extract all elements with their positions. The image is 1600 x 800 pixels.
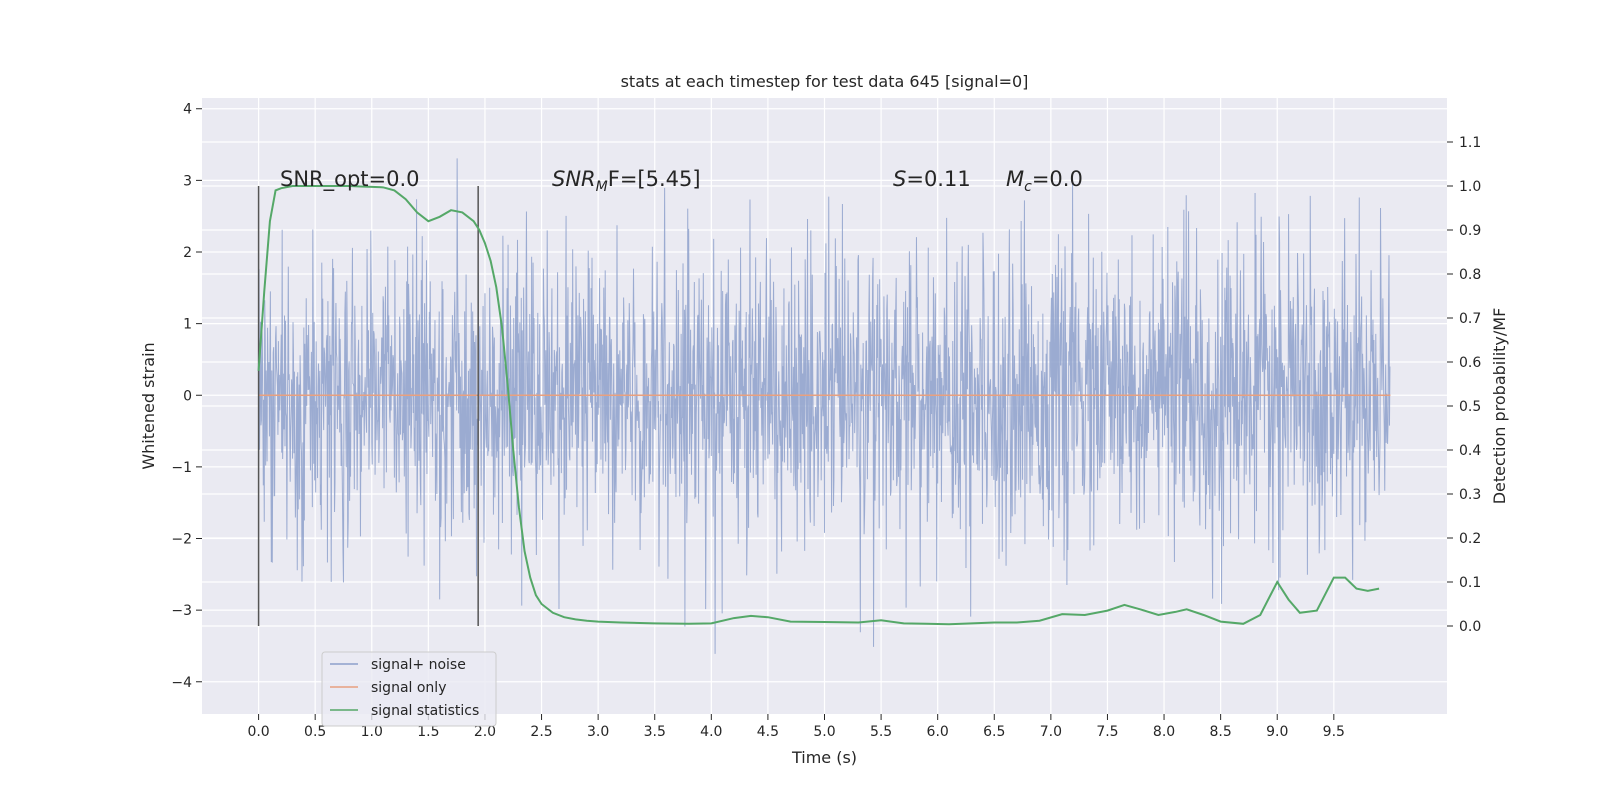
y-right-tick-label: 0.8: [1459, 267, 1481, 283]
y-left-tick-label: 1: [183, 317, 192, 333]
x-tick-label: 9.5: [1323, 724, 1345, 740]
annotation-mc-sub: c: [1024, 179, 1032, 195]
chart-title: stats at each timestep for test data 645…: [621, 72, 1029, 91]
annotation-mc-var: M: [1006, 167, 1024, 191]
annotation-snr-opt: SNR_opt=0.0: [280, 167, 420, 192]
y-right-tick-label: 0.5: [1459, 399, 1481, 415]
legend-label-signal-statistics: signal statistics: [371, 703, 479, 719]
x-tick-label: 0.0: [247, 724, 269, 740]
series-signal-noise: [258, 158, 1391, 654]
y-left-tick-label: −4: [171, 675, 192, 691]
x-tick-label: 0.5: [304, 724, 326, 740]
x-tick-label: 5.0: [813, 724, 835, 740]
y-right-tick-label: 1.0: [1459, 179, 1481, 195]
x-tick-label: 6.0: [927, 724, 949, 740]
legend-label-signal-only: signal only: [371, 680, 446, 696]
legend-box: [321, 651, 497, 727]
vertical-markers: [257, 186, 479, 626]
x-tick-label: 2.0: [474, 724, 496, 740]
series-signal-statistics: [257, 185, 1380, 626]
x-tick-label: 4.5: [757, 724, 779, 740]
y-left-tick-label: −1: [171, 460, 192, 476]
signal-statistics-line: [257, 185, 1380, 626]
annotation-snr-mf-main: SNR: [552, 167, 596, 191]
y-left-tick-label: 3: [183, 173, 192, 189]
signal-noise-line: [258, 158, 1391, 654]
x-axis-label: Time (s): [791, 748, 857, 767]
y-right-tick-label: 0.1: [1459, 575, 1481, 591]
y-right-tick-label: 1.1: [1459, 135, 1481, 151]
x-tick-label: 9.0: [1266, 724, 1288, 740]
y-left-tick-label: 4: [183, 102, 192, 118]
legend: signal+ noise signal only signal statist…: [321, 651, 497, 727]
annotation-s: S=0.11: [893, 167, 971, 191]
y-right-tick-label: 0.7: [1459, 311, 1481, 327]
x-tick-label: 5.5: [870, 724, 892, 740]
y-axis-left-label: Whitened strain: [139, 342, 158, 469]
annotation-snr-mf-sub: M: [596, 179, 608, 195]
x-tick-label: 3.5: [644, 724, 666, 740]
y-left-tick-label: −3: [171, 603, 192, 619]
y-right-tick-label: 0.4: [1459, 443, 1481, 459]
y-right-tick-label: 0.0: [1459, 619, 1481, 635]
annotation-s-rest: =0.11: [906, 167, 970, 191]
y-right-tick-label: 0.3: [1459, 487, 1481, 503]
y-left-tick-label: 0: [183, 388, 192, 404]
x-tick-label: 8.0: [1153, 724, 1175, 740]
y-left-tick-label: −2: [171, 532, 192, 548]
x-tick-label: 4.0: [700, 724, 722, 740]
y-right-tick-label: 0.9: [1459, 223, 1481, 239]
annotation-s-var: S: [893, 167, 906, 191]
annotation-mc-rest: =0.0: [1032, 167, 1083, 191]
x-tick-label: 2.5: [530, 724, 552, 740]
annotation-mc: Mc=0.0: [1006, 167, 1083, 195]
x-tick-label: 6.5: [983, 724, 1005, 740]
annotation-snr-mf-rest: F=[5.45]: [608, 167, 701, 191]
y-right-tick-label: 0.2: [1459, 531, 1481, 547]
y-axis-right-label: Detection probability/MF: [1490, 308, 1509, 505]
axis-ticks: 0.0 0.5 1.0 1.5 2.0 2.5 3.0 3.5 4.0 4.5 5.0 5.5 6.0 6…: [171, 102, 1481, 740]
y-right-tick-label: 0.6: [1459, 355, 1481, 371]
x-tick-label: 1.5: [417, 724, 439, 740]
annotation-snr-mf: SNRMF=[5.45]: [552, 167, 701, 195]
x-tick-label: 7.0: [1040, 724, 1062, 740]
x-tick-label: 1.0: [361, 724, 383, 740]
x-tick-label: 7.5: [1096, 724, 1118, 740]
legend-label-signal-noise: signal+ noise: [371, 657, 466, 673]
x-tick-label: 3.0: [587, 724, 609, 740]
x-tick-label: 8.5: [1210, 724, 1232, 740]
y-left-tick-label: 2: [183, 245, 192, 261]
